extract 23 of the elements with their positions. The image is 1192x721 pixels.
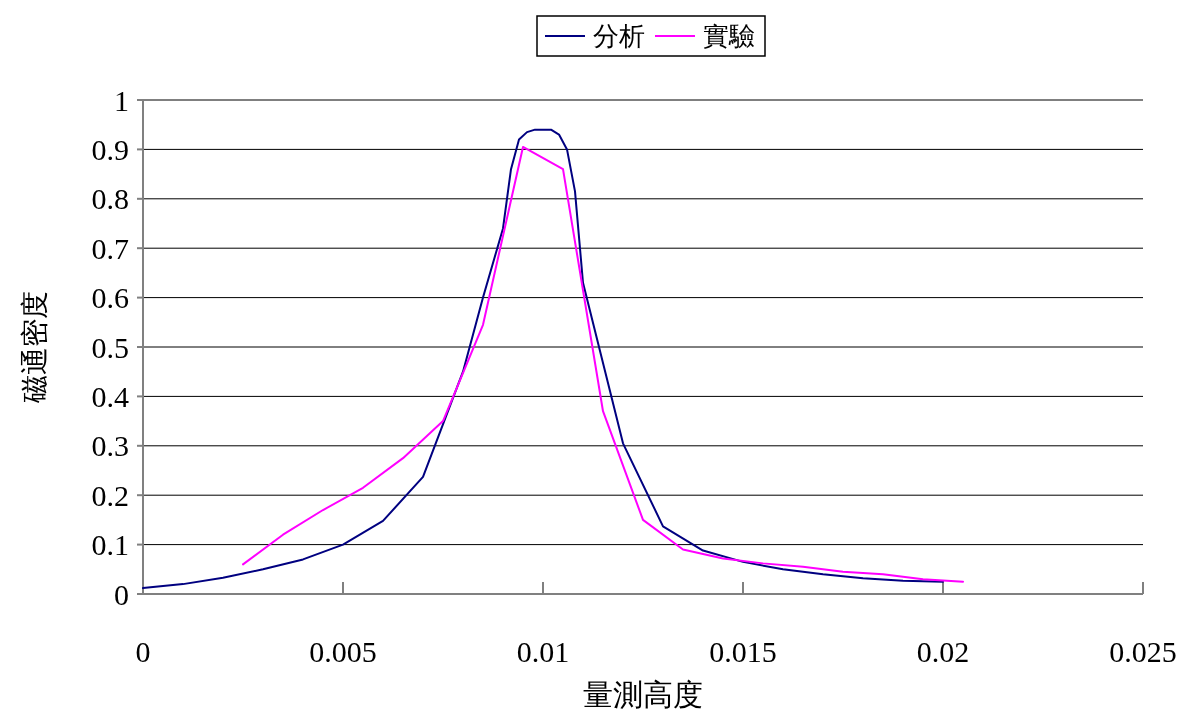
y-tick-label: 0.4 <box>91 379 129 413</box>
x-tick-label: 0.02 <box>916 635 970 668</box>
y-tick-label: 0.3 <box>91 429 129 463</box>
line-series <box>142 128 944 590</box>
x-tick-label: 0.01 <box>516 635 570 668</box>
legend-label: 實驗 <box>703 22 755 52</box>
x-axis-title: 量測高度 <box>583 678 703 711</box>
y-tick-label: 0.1 <box>91 528 129 562</box>
y-axis-title: 磁通密度 <box>19 291 50 404</box>
x-tick-label: 0.015 <box>709 635 777 668</box>
y-tick-label: 0 <box>114 577 129 611</box>
y-tick-label: 0.8 <box>91 182 129 216</box>
line-series <box>242 145 964 583</box>
x-tick-label: 0 <box>135 635 151 668</box>
x-tick-label: 0.005 <box>309 635 377 668</box>
y-tick-label: 1 <box>114 83 129 117</box>
y-tick-label: 0.2 <box>91 478 129 512</box>
y-tick-label: 0.7 <box>91 231 129 265</box>
y-tick-label: 0.9 <box>91 132 129 166</box>
y-tick-label: 0.5 <box>91 330 129 364</box>
legend-label: 分析 <box>593 22 645 52</box>
x-tick-label: 0.025 <box>1109 635 1177 668</box>
y-tick-label: 0.6 <box>91 281 129 315</box>
